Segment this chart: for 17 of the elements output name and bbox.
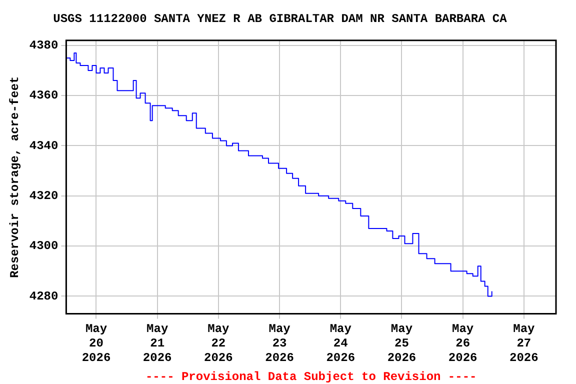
x-tick-label: May 20 2026 [82,322,111,365]
x-tick-label: May 21 2026 [142,322,172,365]
x-tick-label: May 23 2026 [265,322,294,365]
x-tick-label: May 22 2026 [204,322,233,365]
y-tick-label: 4280 [29,289,58,304]
y-tick-label: 4320 [29,188,58,203]
x-tick-label: May 25 2026 [387,322,416,365]
y-tick-label: 4300 [29,239,58,254]
x-tick-label: May 24 2026 [326,322,356,365]
chart-title: USGS 11122000 SANTA YNEZ R AB GIBRALTAR DAM NR SANTA BARBARA CA [53,12,508,26]
y-tick-label: 4380 [29,38,58,52]
y-tick-label: 4340 [29,138,58,153]
y-tick-label: 4360 [29,88,58,103]
x-tick-label: May 27 2026 [510,322,538,365]
x-tick-label: May 26 2026 [448,322,478,365]
y-axis-title: Reservoir storage, acre-feet [8,76,22,278]
text: ---- Provisional Data Subject to Revision ---- [145,370,477,384]
